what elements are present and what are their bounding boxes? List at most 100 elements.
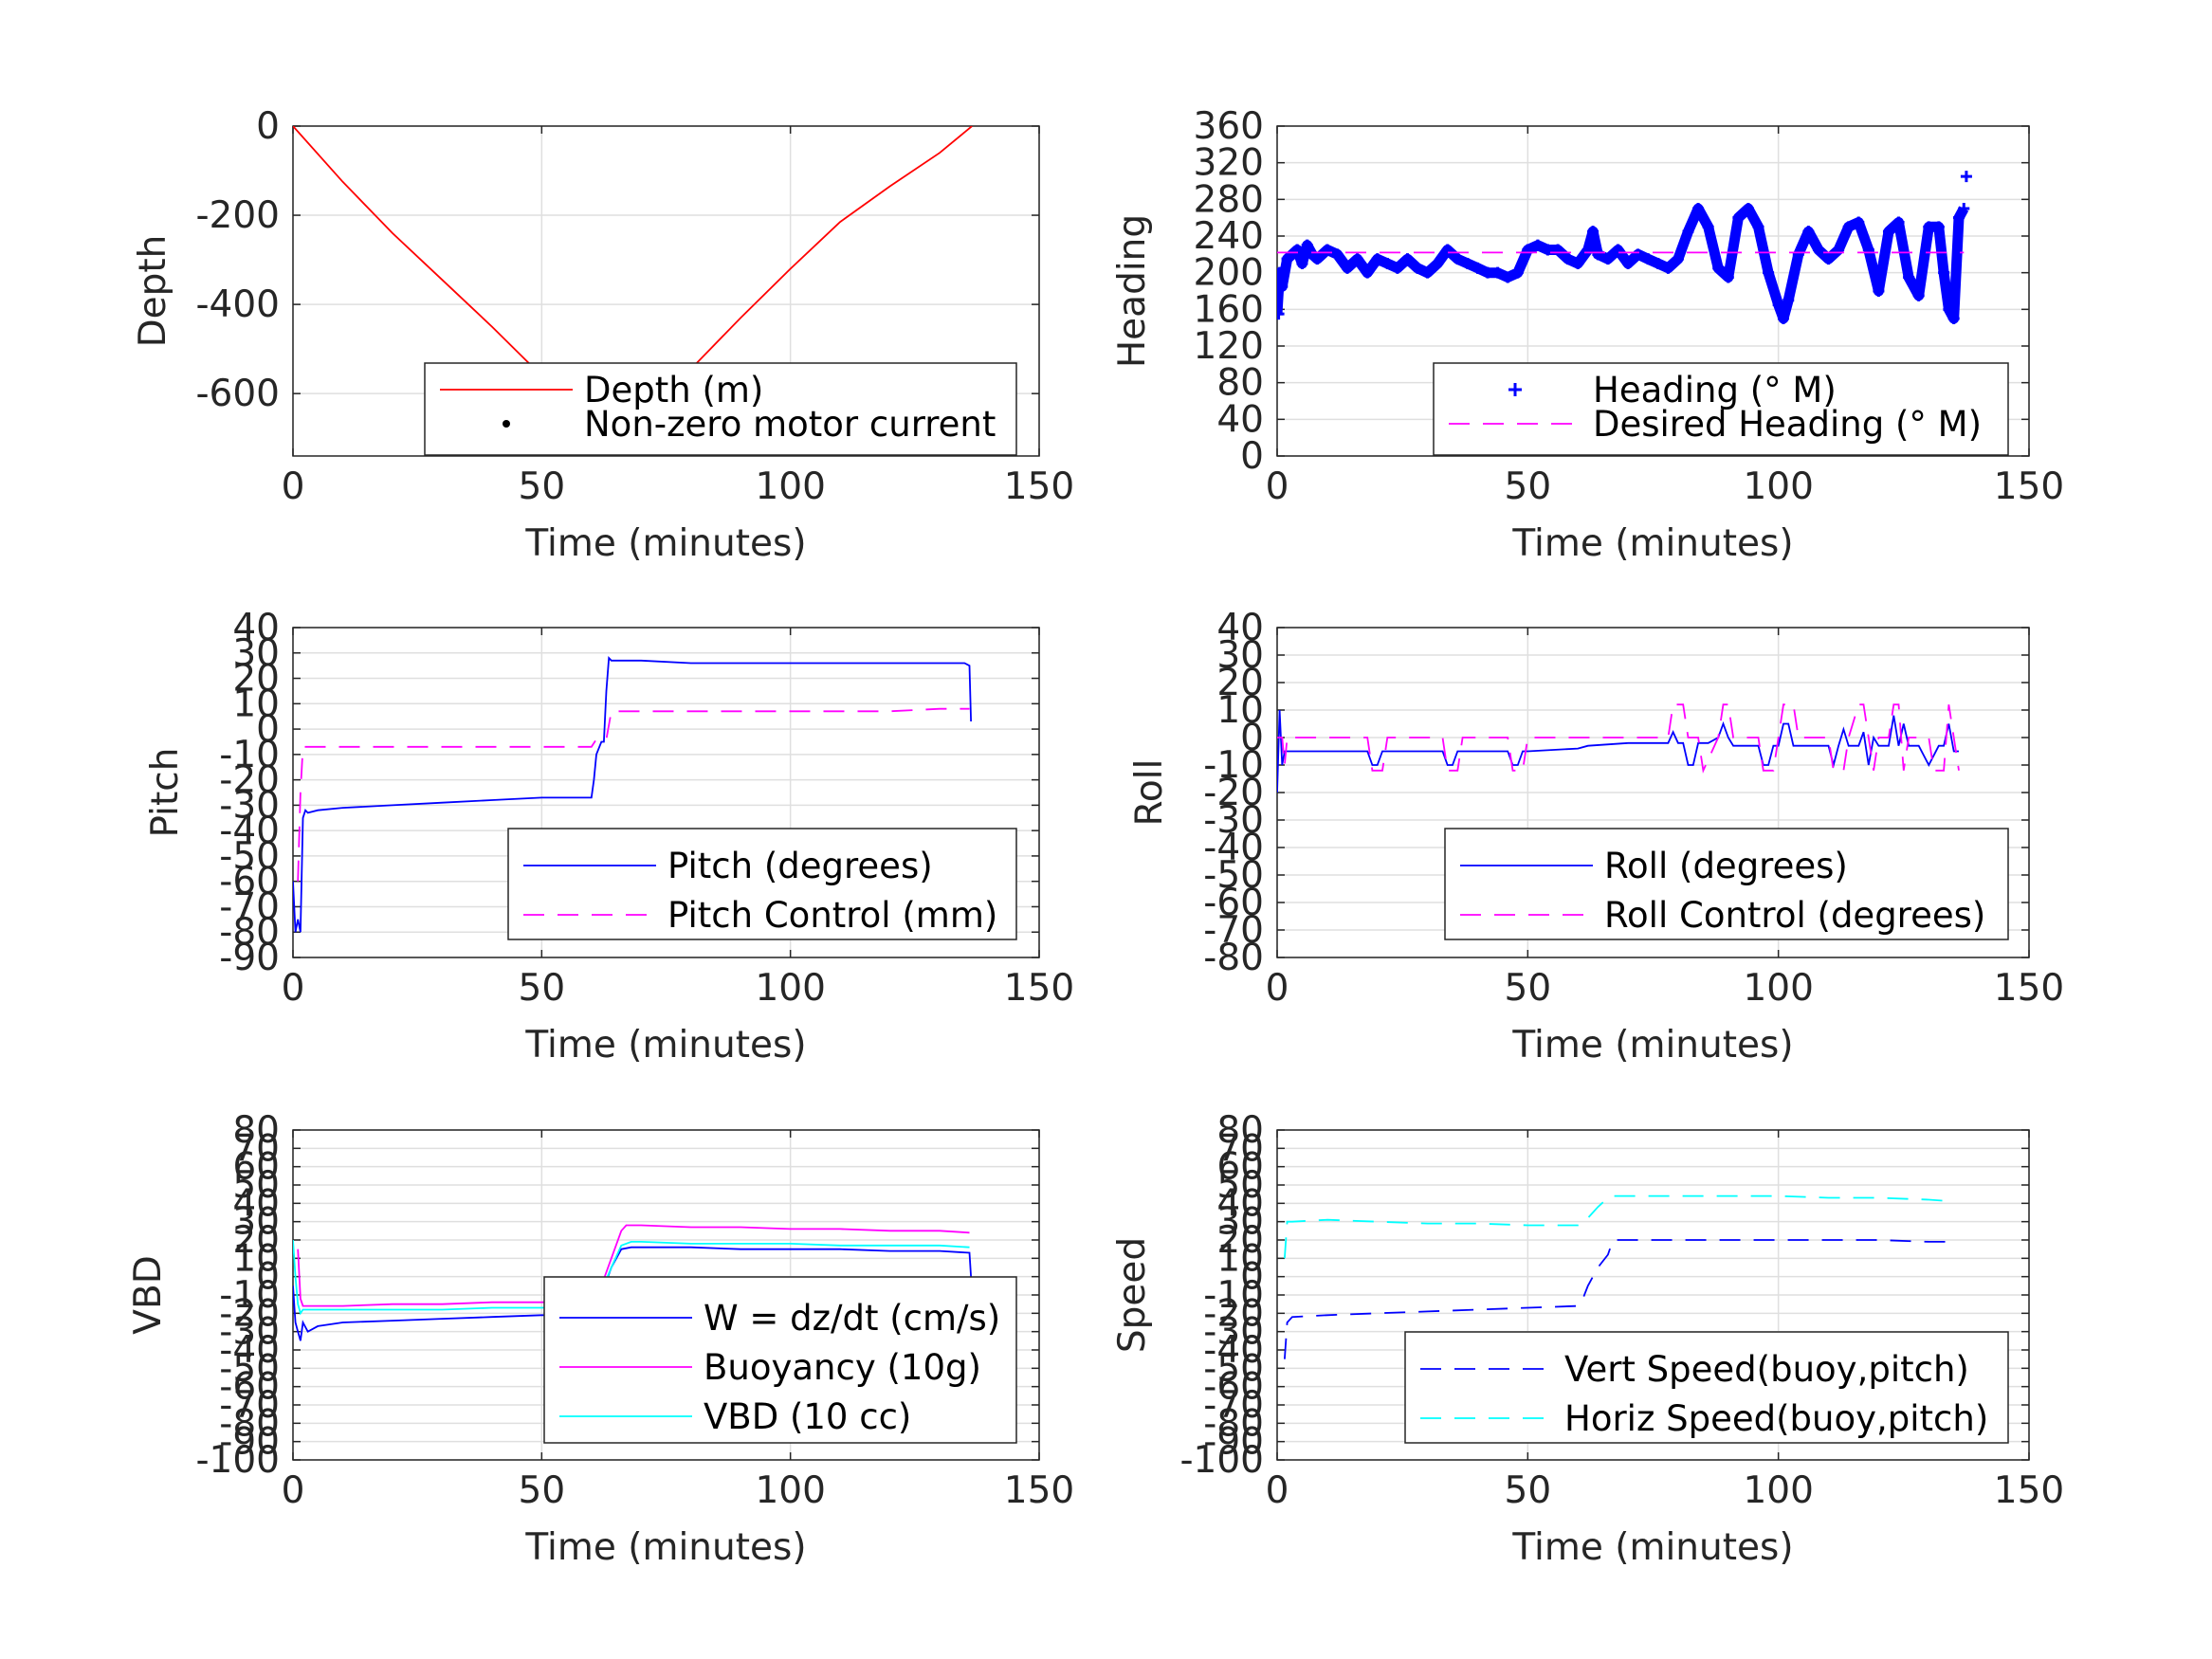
series-heading-m-marker xyxy=(1531,239,1544,251)
y-tick-label: 30 xyxy=(1216,634,1264,677)
x-tick-label: 0 xyxy=(282,1469,305,1512)
y-tick-label: -70 xyxy=(219,1384,280,1427)
y-tick-label: -80 xyxy=(1203,937,1264,979)
series-heading-m-marker xyxy=(1432,258,1444,269)
series-heading-outliers-marker xyxy=(1277,308,1285,320)
y-tick-label: 40 xyxy=(1216,607,1264,649)
y-tick-label: 80 xyxy=(1216,1109,1264,1152)
y-tick-label: -50 xyxy=(219,835,280,878)
y-tick-label: -20 xyxy=(219,1292,280,1335)
plot-area xyxy=(1277,703,1960,793)
series-heading-m-marker xyxy=(1938,266,1950,279)
series-heading-m-marker xyxy=(1772,299,1784,311)
series-heading-m-marker xyxy=(1401,253,1414,265)
legend-box xyxy=(543,1276,1017,1444)
series-heading-m-marker xyxy=(1702,221,1714,233)
x-tick-label: 100 xyxy=(1743,465,1813,508)
y-tick-label: -30 xyxy=(1203,1311,1264,1354)
y-tick-label: 60 xyxy=(1216,1146,1264,1189)
y-tick-label: 320 xyxy=(1194,142,1264,185)
x-axis-label: Time (minutes) xyxy=(1511,1024,1793,1066)
plot-area xyxy=(293,656,972,933)
x-tick-label: 100 xyxy=(1743,967,1813,1010)
series-heading-m-marker xyxy=(1782,294,1795,306)
y-tick-label: 70 xyxy=(232,1127,280,1170)
legend-label: Buoyancy (10g) xyxy=(704,1347,981,1388)
x-tick-label: 100 xyxy=(1743,1469,1813,1512)
y-tick-label: 80 xyxy=(232,1109,280,1152)
series-heading-m-marker xyxy=(1903,271,1915,283)
series-heading-m-marker xyxy=(1601,253,1614,265)
series-heading-m-marker xyxy=(1381,258,1394,269)
y-tick-label: 40 xyxy=(1216,1182,1264,1225)
x-axis-label: Time (minutes) xyxy=(524,1024,806,1066)
series-heading-m-marker xyxy=(1412,262,1424,274)
series-heading-m-marker xyxy=(1612,244,1624,256)
chart-pitch: 0 50 100 150403020100-10-20-30-40-50-60-70-… xyxy=(144,607,1074,1066)
series-horiz-speed-buoy-pitch-line xyxy=(1284,1194,1954,1259)
series-heading-m-marker xyxy=(1742,203,1754,214)
series-heading-m-marker xyxy=(1862,244,1874,256)
y-axis-label: VBD xyxy=(127,1255,170,1334)
y-tick-label: -80 xyxy=(1203,1402,1264,1445)
chart-speed: 0 50 100 15080706050403020100-10-20-30-40-5… xyxy=(1111,1109,2064,1569)
series-heading-m-marker xyxy=(1692,203,1705,214)
legend-box xyxy=(507,828,1017,940)
series-heading-m-marker xyxy=(1947,313,1960,324)
y-tick-label: 10 xyxy=(1216,1237,1264,1280)
y-tick-label: -50 xyxy=(219,1347,280,1390)
series-heading-m-marker xyxy=(1587,226,1600,238)
y-tick-label: -90 xyxy=(219,937,280,979)
y-tick-label: 40 xyxy=(232,1182,280,1225)
y-tick-label: 0 xyxy=(256,1256,280,1299)
legend-label: Pitch (degrees) xyxy=(667,846,933,886)
x-tick-label: 50 xyxy=(519,1469,566,1512)
series-heading-m-marker xyxy=(1672,253,1684,265)
series-heading-m-marker xyxy=(1892,216,1905,228)
y-tick-label: 20 xyxy=(232,658,280,701)
series-heading-m-marker xyxy=(1812,244,1824,256)
series-heading-m-marker xyxy=(1592,248,1604,261)
series-heading-m-marker xyxy=(1958,203,1970,214)
x-tick-label: 100 xyxy=(755,967,825,1010)
y-tick-label: -200 xyxy=(195,194,280,237)
series-heading-m-marker xyxy=(1452,253,1464,265)
y-tick-label: 20 xyxy=(1216,1219,1264,1262)
legend-label: Vert Speed(buoy,pitch) xyxy=(1564,1349,1969,1390)
y-tick-label: -100 xyxy=(195,1439,280,1482)
x-tick-label: 150 xyxy=(1004,1469,1074,1512)
series-heading-m-marker xyxy=(1511,266,1524,279)
y-tick-label: -40 xyxy=(219,1329,280,1372)
y-tick-label: -70 xyxy=(1203,909,1264,952)
y-tick-label: -30 xyxy=(219,1311,280,1354)
series-heading-m-marker xyxy=(1712,262,1725,274)
y-tick-label: 20 xyxy=(232,1219,280,1262)
series-heading-m-marker xyxy=(1491,266,1504,279)
x-tick-label: 50 xyxy=(519,465,566,508)
legend-label: Desired Heading (° M) xyxy=(1593,404,1982,445)
y-tick-label: -70 xyxy=(219,885,280,928)
y-axis-label: Depth xyxy=(132,235,174,348)
y-tick-label: -10 xyxy=(1203,1274,1264,1317)
x-axis-label: Time (minutes) xyxy=(524,1526,806,1569)
series-heading-m-marker xyxy=(1296,258,1308,269)
series-heading-m-marker xyxy=(1552,244,1564,256)
y-tick-label: -20 xyxy=(219,759,280,802)
series-heading-m-marker xyxy=(1752,221,1764,233)
y-tick-label: 10 xyxy=(232,683,280,725)
y-tick-label: 0 xyxy=(256,105,280,148)
legend: Vert Speed(buoy,pitch) Horiz Speed(buoy,p… xyxy=(1404,1331,2009,1444)
legend: Roll (degrees) Roll Control (degrees) xyxy=(1444,828,2009,940)
legend-marker xyxy=(1508,383,1522,396)
plot-area xyxy=(1284,1194,1954,1359)
y-tick-label: -30 xyxy=(219,784,280,827)
series-heading-m-marker xyxy=(1792,248,1804,261)
legend-label: Horiz Speed(buoy,pitch) xyxy=(1564,1398,1988,1439)
y-axis-label: Roll xyxy=(1128,759,1171,827)
series-heading-m-marker xyxy=(1321,244,1333,256)
y-tick-label: -60 xyxy=(1203,1366,1264,1409)
series-heading-m-marker xyxy=(1277,281,1289,293)
y-tick-label: -20 xyxy=(1203,772,1264,814)
y-tick-label: 40 xyxy=(232,607,280,649)
